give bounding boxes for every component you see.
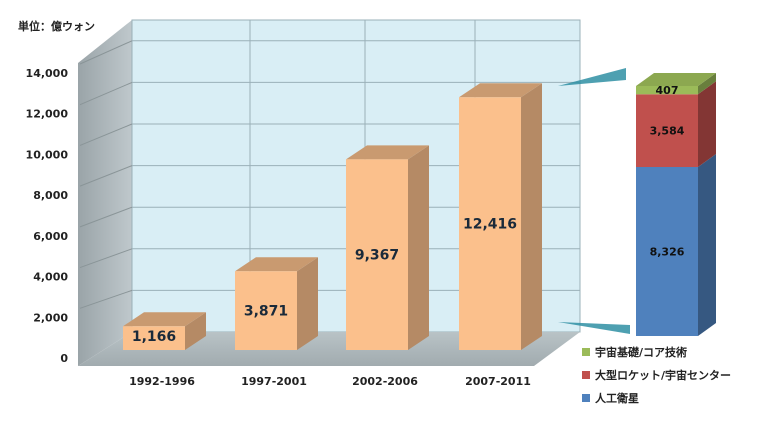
bar-side <box>185 312 206 350</box>
bar-front <box>459 97 521 350</box>
bar-top <box>459 83 542 98</box>
gridline <box>79 123 133 146</box>
legend-swatch <box>582 394 590 402</box>
segment-label: 407 <box>656 84 679 97</box>
segment-front <box>636 167 698 336</box>
x-axis: 1992-1996 1997-2001 2002-2006 2007-2011 <box>129 375 531 388</box>
gridline <box>79 165 133 187</box>
segment-front <box>636 86 698 95</box>
legend-item: 人工衛星 <box>582 391 639 405</box>
y-tick-label: 12,000 <box>26 108 69 121</box>
floor <box>78 332 580 366</box>
stack-segment <box>636 73 716 95</box>
x-category-label: 1992-1996 <box>129 375 195 388</box>
y-tick-label: 4,000 <box>33 271 68 284</box>
gridline <box>79 289 133 309</box>
data-label: 3,871 <box>244 304 288 320</box>
segment-front <box>636 94 698 168</box>
unit-label: 単位：億ウォン <box>18 19 95 33</box>
x-category-label: 2007-2011 <box>465 375 531 388</box>
segment-side <box>698 154 716 336</box>
legend-item: 宇宙基礎/コア技術 <box>582 345 687 359</box>
data-label: 1,166 <box>132 329 176 345</box>
y-tick-label: 14,000 <box>26 67 69 80</box>
bar-top <box>235 257 318 272</box>
bar-2002-2006: 9,367 <box>346 145 429 350</box>
bar-side <box>297 257 318 350</box>
main-bars: 1,166 3,871 9,367 12,416 <box>123 83 542 350</box>
legend-item: 大型ロケット/宇宙センター <box>582 368 731 382</box>
bar-front <box>235 271 297 350</box>
breakdown-connectors <box>558 68 630 334</box>
bar-side <box>408 145 429 350</box>
segment-label: 8,326 <box>650 246 685 259</box>
y-tick-label: 6,000 <box>33 230 68 243</box>
legend-swatch <box>582 348 590 356</box>
connector-bottom <box>558 322 630 334</box>
y-tick-label: 2,000 <box>33 311 68 324</box>
stack-segment <box>636 81 716 168</box>
segment-side <box>698 81 716 168</box>
bar-1992-1996: 1,166 <box>123 312 206 350</box>
connector-top <box>558 68 626 86</box>
gridline <box>79 206 133 228</box>
stack-top <box>636 73 716 86</box>
bar-side <box>521 83 542 350</box>
legend-label: 人工衛星 <box>595 391 639 405</box>
legend-swatch <box>582 371 590 379</box>
data-label: 9,367 <box>355 248 399 264</box>
bar-top <box>346 145 429 160</box>
left-wall <box>78 20 132 366</box>
y-axis: 0 2,000 4,000 6,000 8,000 10,000 12,000 14,000 <box>26 67 69 365</box>
gridline <box>79 81 133 106</box>
stack-segment <box>636 154 716 336</box>
y-tick-label: 10,000 <box>26 148 69 161</box>
bar-top <box>123 312 206 327</box>
data-label: 12,416 <box>463 217 517 233</box>
segment-label: 3,584 <box>650 125 685 138</box>
legend-label: 宇宙基礎/コア技術 <box>595 345 687 359</box>
bar-1997-2001: 3,871 <box>235 257 318 350</box>
breakdown-stack: 8,326 3,584 407 <box>636 73 716 336</box>
segment-side <box>698 73 716 95</box>
gridline <box>79 248 133 269</box>
x-category-label: 2002-2006 <box>352 375 418 388</box>
bar-front <box>346 159 408 350</box>
y-tick-label: 8,000 <box>33 189 68 202</box>
y-tick-label: 0 <box>60 352 68 365</box>
legend-label: 大型ロケット/宇宙センター <box>595 368 731 382</box>
bar-front <box>123 326 185 350</box>
x-category-label: 1997-2001 <box>241 375 307 388</box>
gridline <box>79 40 133 65</box>
bar-2007-2011: 12,416 <box>459 83 542 350</box>
